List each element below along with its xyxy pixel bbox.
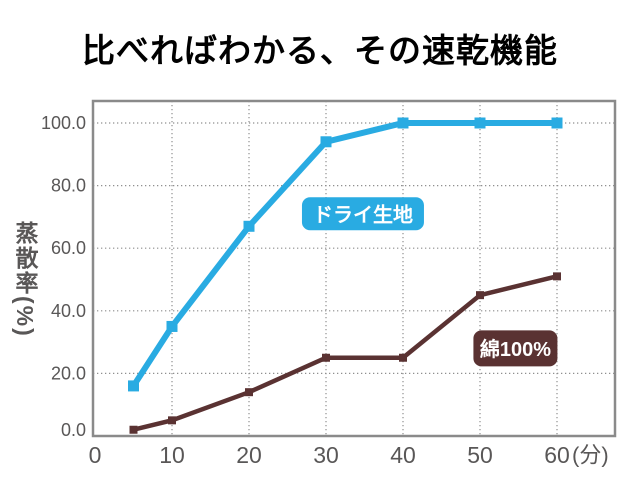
x-tick-label: 20 <box>236 442 262 468</box>
x-tick-label: 40 <box>390 442 416 468</box>
y-tick-label: 0.0 <box>61 420 86 440</box>
data-point-dry-fabric <box>397 117 409 129</box>
x-tick-label: 60 <box>544 442 570 468</box>
data-point-dry-fabric <box>166 320 178 332</box>
y-tick-label: 40.0 <box>51 301 86 321</box>
x-tick-label: 0 <box>89 442 102 468</box>
data-point-dry-fabric <box>551 117 563 129</box>
x-axis-unit-label: (分) <box>572 443 609 468</box>
series-label-text-0: ドライ生地 <box>313 203 413 226</box>
data-point-cotton <box>553 272 561 281</box>
plot-border <box>91 99 617 438</box>
data-point-cotton <box>476 291 484 300</box>
data-point-dry-fabric <box>128 380 139 392</box>
y-tick-label: 100.0 <box>41 113 86 133</box>
series-label-text-1: 綿100% <box>480 337 551 361</box>
data-point-cotton <box>399 353 407 362</box>
data-point-dry-fabric <box>474 117 486 129</box>
data-point-dry-fabric <box>320 136 332 148</box>
data-point-cotton <box>322 353 330 362</box>
plot-area <box>93 101 615 436</box>
series-label-box-0 <box>301 197 424 231</box>
data-point-dry-fabric <box>243 220 255 232</box>
x-tick-label: 50 <box>467 442 493 468</box>
data-point-cotton <box>245 388 253 397</box>
y-tick-label: 60.0 <box>51 238 86 258</box>
y-tick-label: 80.0 <box>51 176 86 196</box>
x-tick-label: 30 <box>313 442 339 468</box>
x-tick-label: 10 <box>159 442 185 468</box>
data-point-cotton <box>168 416 176 425</box>
y-tick-label: 20.0 <box>51 363 86 383</box>
series-label-box-1 <box>473 330 558 367</box>
data-point-cotton <box>129 425 138 434</box>
chart-title: 比べればわかる、その速乾機能 <box>82 32 558 69</box>
y-axis-title: 蒸散率(%) <box>12 221 38 338</box>
